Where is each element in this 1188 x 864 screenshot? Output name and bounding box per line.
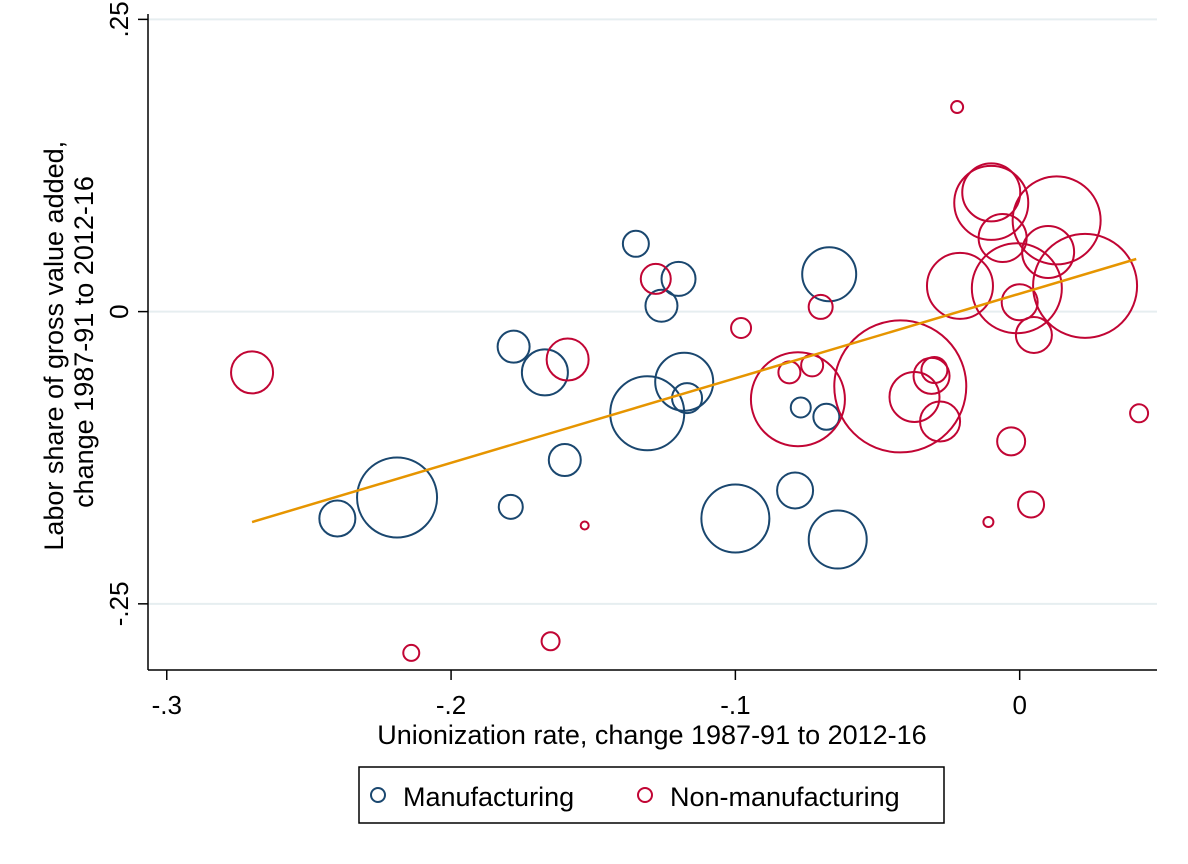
non-manufacturing-point-3 bbox=[545, 337, 590, 382]
non-manufacturing-point-29 bbox=[1032, 232, 1139, 339]
legend-marker-manufacturing bbox=[370, 787, 386, 803]
tick-labels: -.3 -.2 -.1 0 -.25 0 .25 bbox=[104, 1, 1027, 720]
y-tick-label-1: 0 bbox=[104, 304, 134, 318]
series-non-manufacturing bbox=[230, 100, 1150, 662]
manufacturing-point-15 bbox=[801, 246, 858, 303]
legend-label-manufacturing: Manufacturing bbox=[403, 782, 574, 812]
non-manufacturing-point-26 bbox=[1014, 315, 1053, 354]
x-tick-label-1: -.2 bbox=[436, 690, 466, 720]
non-manufacturing-point-13 bbox=[912, 356, 951, 395]
non-manufacturing-point-20 bbox=[982, 516, 995, 529]
manufacturing-point-0 bbox=[318, 499, 357, 538]
x-axis-title: Unionization rate, change 1987-91 to 201… bbox=[377, 720, 926, 750]
y-tick-label-0: -.25 bbox=[104, 581, 134, 626]
manufacturing-point-14 bbox=[789, 396, 812, 419]
non-manufacturing-point-15 bbox=[919, 400, 962, 443]
non-manufacturing-point-30 bbox=[1129, 403, 1150, 424]
non-manufacturing-point-5 bbox=[639, 262, 672, 295]
axes bbox=[147, 14, 1157, 671]
non-manufacturing-point-0 bbox=[230, 350, 275, 395]
x-tick-label-0: -.3 bbox=[152, 690, 182, 720]
manufacturing-point-10 bbox=[654, 351, 715, 412]
non-manufacturing-point-2 bbox=[540, 631, 561, 652]
manufacturing-point-1 bbox=[356, 456, 439, 539]
manufacturing-point-6 bbox=[621, 229, 650, 258]
manufacturing-point-17 bbox=[807, 509, 868, 570]
manufacturing-point-4 bbox=[520, 348, 569, 397]
non-manufacturing-point-16 bbox=[950, 100, 965, 115]
non-manufacturing-point-11 bbox=[833, 319, 968, 454]
x-tick-label-2: -.1 bbox=[720, 690, 750, 720]
manufacturing-point-3 bbox=[496, 329, 531, 364]
y-axis-title-line-2: change 1987-91 to 2012-16 bbox=[69, 176, 99, 508]
non-manufacturing-point-10 bbox=[807, 293, 834, 320]
y-tick-label-2: .25 bbox=[104, 1, 134, 37]
manufacturing-point-9 bbox=[660, 260, 697, 297]
manufacturing-point-11 bbox=[671, 382, 704, 415]
non-manufacturing-point-24 bbox=[1000, 283, 1039, 322]
non-manufacturing-point-6 bbox=[730, 316, 753, 339]
data-points bbox=[230, 100, 1150, 662]
non-manufacturing-point-14 bbox=[920, 356, 949, 385]
y-axis-title-line-1: Labor share of gross value added, bbox=[39, 141, 69, 551]
fit-line bbox=[251, 257, 1137, 524]
x-tick-label-3: 0 bbox=[1012, 690, 1026, 720]
non-manufacturing-point-17 bbox=[925, 251, 994, 320]
manufacturing-point-8 bbox=[644, 288, 679, 323]
manufacturing-point-13 bbox=[776, 471, 815, 510]
manufacturing-point-5 bbox=[547, 443, 582, 478]
non-manufacturing-point-25 bbox=[1017, 490, 1046, 519]
legend: Manufacturing Non-manufacturing bbox=[358, 766, 945, 824]
non-manufacturing-point-21 bbox=[996, 426, 1027, 457]
legend-label-non-manufacturing: Non-manufacturing bbox=[670, 782, 900, 812]
non-manufacturing-point-27 bbox=[1021, 224, 1076, 279]
non-manufacturing-point-1 bbox=[402, 643, 421, 662]
non-manufacturing-point-19 bbox=[953, 164, 1030, 241]
manufacturing-point-16 bbox=[812, 402, 841, 431]
series-manufacturing bbox=[318, 229, 868, 570]
non-manufacturing-point-8 bbox=[749, 351, 846, 448]
non-manufacturing-point-28 bbox=[1011, 175, 1102, 266]
manufacturing-point-2 bbox=[497, 493, 524, 520]
legend-marker-non-manufacturing bbox=[637, 787, 653, 803]
non-manufacturing-point-4 bbox=[579, 520, 590, 531]
manufacturing-point-12 bbox=[700, 483, 771, 554]
non-manufacturing-point-18 bbox=[961, 162, 1022, 223]
grid-lines bbox=[148, 18, 1157, 605]
y-axis-title: Labor share of gross value added, change… bbox=[39, 133, 99, 550]
fit-line-layer bbox=[251, 257, 1137, 524]
